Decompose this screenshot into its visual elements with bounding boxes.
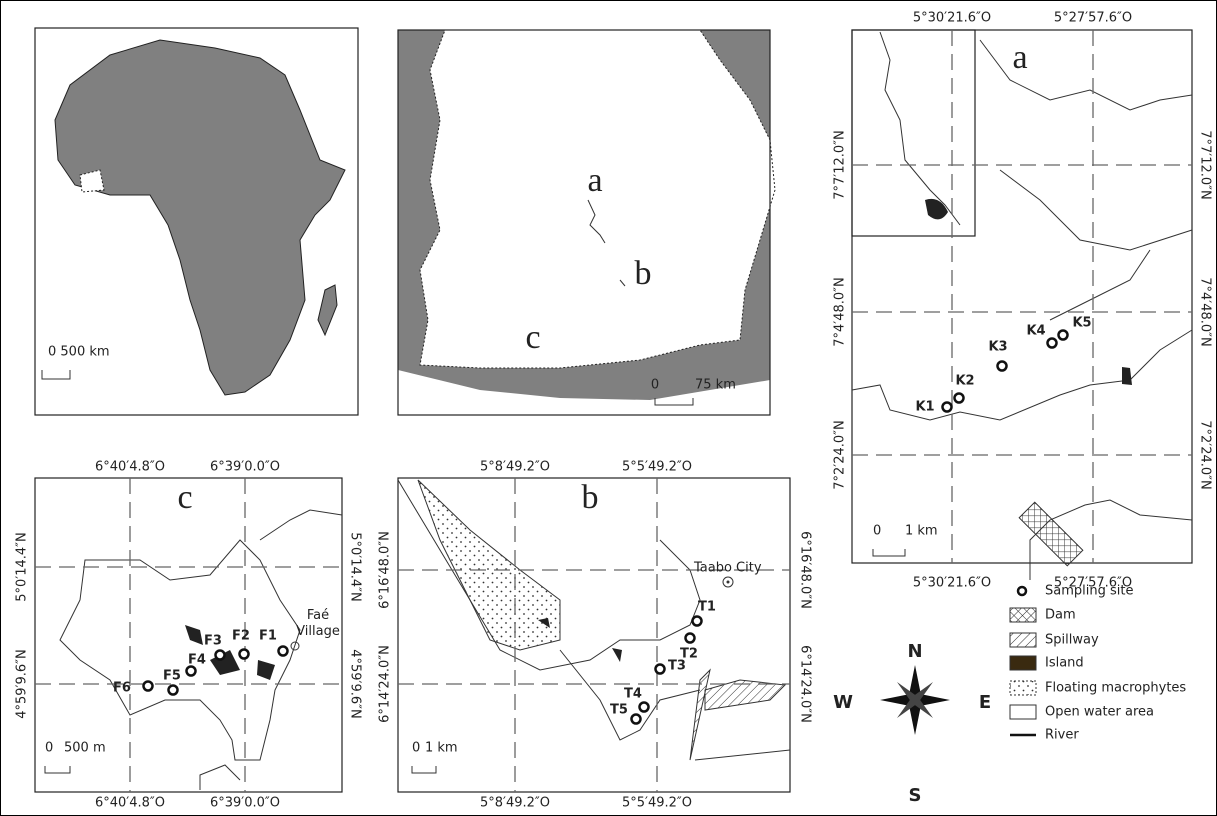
latitude-label: 7°2′24.0″N bbox=[1198, 420, 1213, 490]
site-label: T2 bbox=[680, 647, 698, 662]
latitude-label: 7°4′48.0″N bbox=[1198, 277, 1213, 347]
sampling-site bbox=[214, 649, 226, 661]
site-label: F6 bbox=[113, 681, 131, 696]
legend-label: Floating macrophytes bbox=[1045, 681, 1186, 696]
sampling-site bbox=[277, 645, 289, 657]
longitude-label: 6°40′4.8″O bbox=[95, 796, 165, 811]
panel-title: a bbox=[1012, 39, 1027, 76]
sampling-site bbox=[684, 632, 696, 644]
longitude-label: 6°40′4.8″O bbox=[95, 460, 165, 475]
place-label: Taabo City bbox=[693, 561, 762, 576]
sampling-site bbox=[941, 401, 953, 413]
latitude-label: 6°16′48.0″N bbox=[798, 531, 813, 609]
sampling-site bbox=[185, 665, 197, 677]
panel-c-map bbox=[34, 477, 343, 793]
place-label: Faé Village bbox=[296, 608, 340, 639]
site-label: F2 bbox=[232, 629, 250, 644]
legend bbox=[1009, 585, 1037, 737]
sampling-site bbox=[1046, 337, 1058, 349]
compass-label: E bbox=[979, 692, 991, 713]
latitude-label: 4°59′9.6″N bbox=[348, 649, 363, 719]
sampling-site bbox=[1057, 329, 1069, 341]
latitude-label: 6°14′24.0″N bbox=[378, 645, 393, 723]
latitude-label: 7°4′48.0″N bbox=[833, 277, 848, 347]
latitude-label: 5°0′14.4″N bbox=[15, 532, 30, 602]
sampling-site bbox=[142, 680, 154, 692]
site-label: T5 bbox=[610, 703, 628, 718]
sampling-site bbox=[638, 701, 650, 713]
longitude-label: 5°8′49.2″O bbox=[480, 460, 550, 475]
scale-bar-label: 75 km bbox=[695, 378, 736, 393]
compass-label: N bbox=[907, 641, 922, 662]
longitude-label: 6°39′0.0″O bbox=[210, 460, 280, 475]
longitude-label: 5°8′49.2″O bbox=[480, 796, 550, 811]
legend-label: Dam bbox=[1045, 608, 1076, 623]
sampling-site bbox=[691, 615, 703, 627]
site-label: b bbox=[635, 255, 652, 292]
sampling-site bbox=[654, 663, 666, 675]
longitude-label: 6°39′0.0″O bbox=[210, 796, 280, 811]
sampling-site bbox=[167, 684, 179, 696]
site-label: K5 bbox=[1072, 316, 1091, 331]
legend-label: Island bbox=[1045, 656, 1084, 671]
panel-title: b bbox=[582, 479, 599, 516]
sampling-site bbox=[630, 713, 642, 725]
panel-b-map bbox=[397, 477, 791, 793]
compass-label: W bbox=[833, 692, 853, 713]
legend-label: Open water area bbox=[1045, 705, 1154, 720]
latitude-label: 6°16′48.0″N bbox=[378, 531, 393, 609]
scale-bar-label: 0 bbox=[873, 524, 881, 539]
latitude-label: 5°0′14.4″N bbox=[348, 532, 363, 602]
site-label: T1 bbox=[698, 600, 716, 615]
africa-map bbox=[34, 27, 359, 416]
legend-label: River bbox=[1045, 728, 1079, 743]
sampling-site bbox=[996, 360, 1008, 372]
scale-bar-label: 1 km bbox=[905, 524, 938, 539]
sampling-site bbox=[238, 648, 250, 660]
latitude-label: 7°2′24.0″N bbox=[833, 420, 848, 490]
longitude-label: 5°30′21.6″O bbox=[913, 576, 991, 591]
site-label: F3 bbox=[204, 634, 222, 649]
site-label: c bbox=[525, 319, 540, 356]
legend-label: Spillway bbox=[1045, 633, 1099, 648]
longitude-label: 5°5′49.2″O bbox=[622, 460, 692, 475]
site-label: T3 bbox=[668, 659, 686, 674]
compass-rose bbox=[880, 665, 950, 735]
sampling-site bbox=[953, 392, 965, 404]
panel-a-map bbox=[851, 29, 1193, 580]
site-label: F5 bbox=[163, 669, 181, 684]
site-label: K1 bbox=[915, 400, 934, 415]
longitude-label: 5°27′57.6″O bbox=[1054, 11, 1132, 26]
longitude-label: 5°5′49.2″O bbox=[622, 796, 692, 811]
scale-bar-label: 0 bbox=[412, 741, 420, 756]
latitude-label: 7°7′12.0″N bbox=[1198, 130, 1213, 200]
legend-label: Sampling site bbox=[1045, 584, 1133, 599]
panel-title: c bbox=[177, 479, 192, 516]
scale-bar-label: 500 m bbox=[64, 741, 106, 756]
site-label: K3 bbox=[988, 340, 1007, 355]
compass-label: S bbox=[909, 785, 922, 806]
scale-bar-label: 0 bbox=[45, 741, 53, 756]
latitude-label: 6°14′24.0″N bbox=[798, 645, 813, 723]
longitude-label: 5°27′57.6″O bbox=[1054, 576, 1132, 591]
site-label: K2 bbox=[955, 374, 974, 389]
scale-bar-label: 0 bbox=[651, 378, 659, 393]
site-label: T4 bbox=[624, 687, 642, 702]
latitude-label: 4°59′9.6″N bbox=[15, 649, 30, 719]
site-label: a bbox=[587, 162, 602, 199]
site-label: F1 bbox=[259, 629, 277, 644]
country-map bbox=[397, 29, 776, 416]
site-label: F4 bbox=[188, 653, 206, 668]
site-label: K4 bbox=[1026, 324, 1045, 339]
latitude-label: 7°7′12.0″N bbox=[833, 130, 848, 200]
longitude-label: 5°30′21.6″O bbox=[913, 11, 991, 26]
scale-bar-label: 0 500 km bbox=[48, 345, 110, 360]
scale-bar-label: 1 km bbox=[425, 741, 458, 756]
